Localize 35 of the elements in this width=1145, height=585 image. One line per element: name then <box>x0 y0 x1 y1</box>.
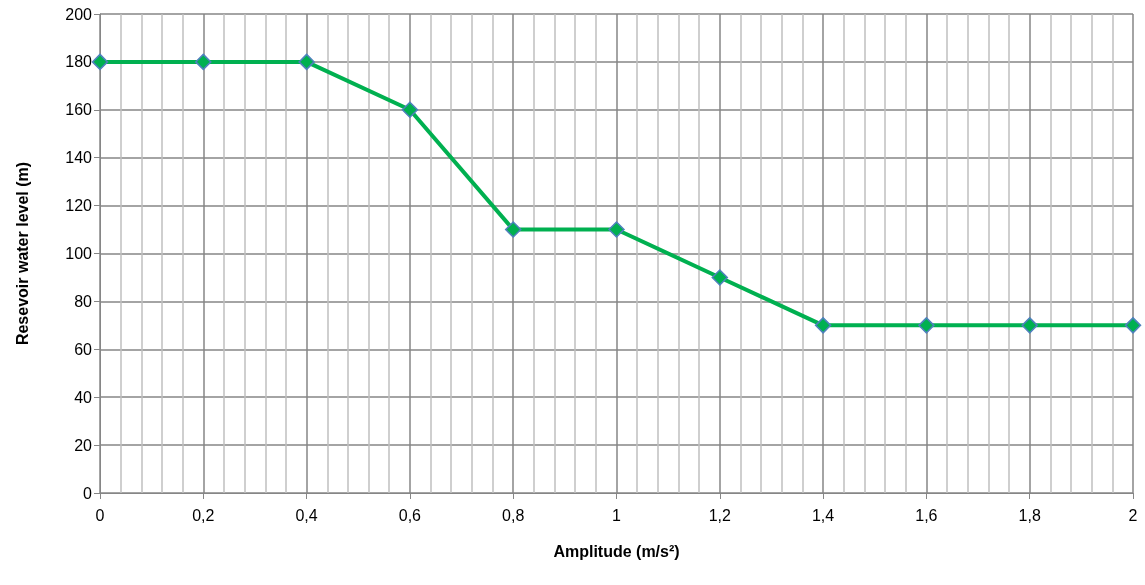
y-tick-label: 20 <box>74 436 93 454</box>
point <box>1021 317 1038 334</box>
y-tick-label: 60 <box>74 340 93 358</box>
x-tick-label: 0,6 <box>398 506 422 524</box>
x-tick-label: 0,2 <box>192 506 215 524</box>
y-tick-label: 40 <box>74 388 93 406</box>
x-axis-title: Amplitude (m/s²) <box>553 542 680 560</box>
y-tick-label: 140 <box>65 149 93 167</box>
y-tick-label: 100 <box>65 245 93 262</box>
y-tick-label: 120 <box>65 197 93 215</box>
point <box>1124 317 1142 334</box>
x-tick-label: 0,8 <box>502 506 525 524</box>
point <box>195 53 212 71</box>
x-tick-label: 2 <box>1128 506 1138 524</box>
x-tick-label: 1 <box>612 506 622 524</box>
y-tick-label: 80 <box>74 292 93 310</box>
y-tick-label: 180 <box>65 53 93 71</box>
x-tick-label: 1,4 <box>811 506 835 524</box>
point <box>814 317 832 334</box>
point <box>298 53 315 71</box>
point <box>918 317 935 334</box>
point <box>608 221 625 238</box>
y-tick-label: 200 <box>65 5 93 23</box>
x-tick-label: 1,2 <box>708 506 732 524</box>
x-tick-label: 1,8 <box>1018 506 1041 524</box>
x-tick-label: 0,4 <box>295 506 318 524</box>
x-tick-label: 0 <box>95 506 105 524</box>
point <box>504 221 522 238</box>
y-axis-title: Resevoir water level (m) <box>13 161 31 346</box>
y-tick-label: 0 <box>83 484 93 502</box>
x-tick-label: 1,6 <box>915 506 938 524</box>
point <box>711 269 729 286</box>
y-tick-label: 160 <box>65 101 93 119</box>
point <box>401 101 419 119</box>
point <box>91 53 109 71</box>
